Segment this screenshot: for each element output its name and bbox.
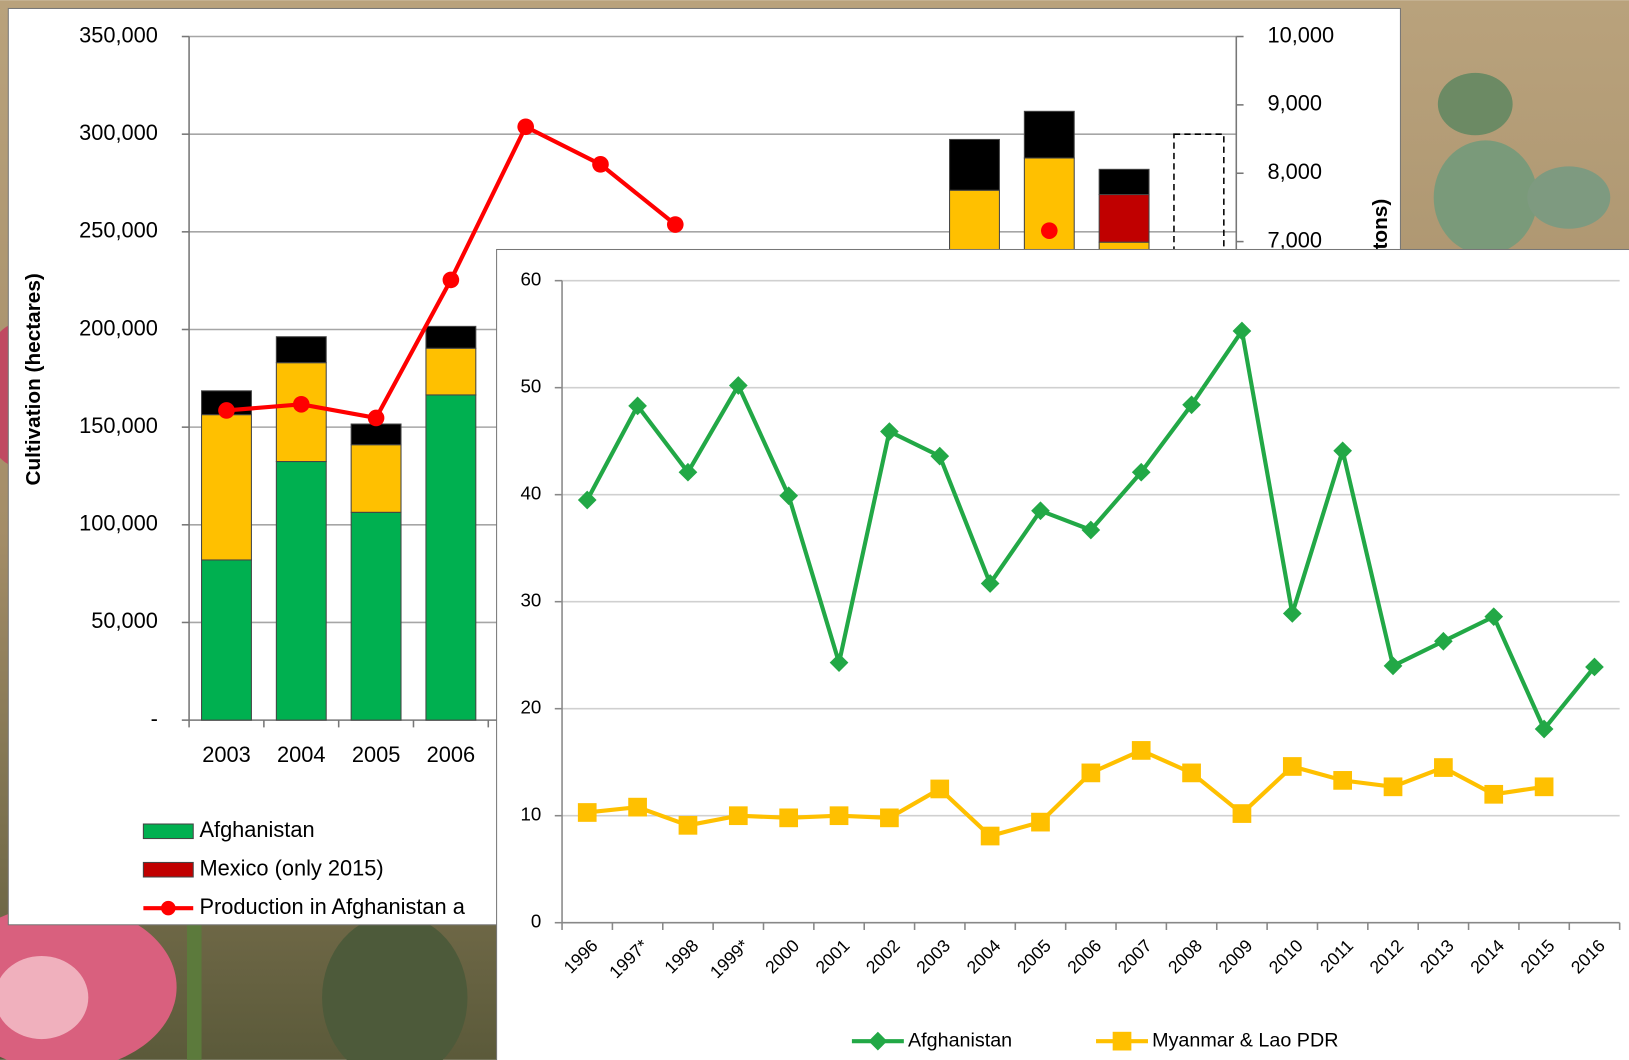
bar-segment xyxy=(201,559,252,721)
bar-segment xyxy=(1098,168,1150,196)
line-point xyxy=(980,826,1000,846)
y-tick-label: 50,000 xyxy=(91,608,158,633)
x-tick-label: 2003 xyxy=(202,742,251,767)
line-point xyxy=(728,376,748,395)
line-point xyxy=(292,395,310,413)
line-point xyxy=(1383,777,1403,797)
line-point xyxy=(442,271,460,289)
line-point xyxy=(218,402,235,419)
bar-segment xyxy=(425,394,477,721)
y2-tick-label: 8,000 xyxy=(1267,159,1322,184)
line-point xyxy=(1434,631,1453,651)
line-point xyxy=(666,216,684,233)
y-tick-label: 20 xyxy=(520,697,541,718)
bar-segment xyxy=(350,423,402,446)
x-tick-label: 2004 xyxy=(277,742,326,767)
line-point xyxy=(728,806,748,826)
y-tick-label: 150,000 xyxy=(79,413,158,438)
legend-label: Afghanistan xyxy=(199,817,314,842)
y-tick-label: 0 xyxy=(531,911,541,932)
line-point xyxy=(930,779,950,799)
line-point xyxy=(1434,758,1453,777)
line-point xyxy=(1182,763,1201,783)
bar-segment xyxy=(275,336,327,364)
y-tick-label: 300,000 xyxy=(79,120,158,145)
legend-label: Afghanistan xyxy=(908,1029,1012,1051)
line-point xyxy=(1383,656,1403,676)
y2-tick-label: 9,000 xyxy=(1267,91,1322,116)
x-tick-label: 2006 xyxy=(427,742,475,767)
legend-label: Production in Afghanistan a xyxy=(199,894,465,919)
y2-axis-title: tons) xyxy=(1369,199,1392,250)
line-point xyxy=(1484,784,1504,804)
y-tick-label: 100,000 xyxy=(79,511,158,536)
line-point xyxy=(517,118,534,136)
bar-segment xyxy=(350,444,402,513)
line-point xyxy=(592,156,609,173)
y-tick-label: - xyxy=(151,706,158,731)
legend-swatch xyxy=(142,823,194,840)
y-tick-label: 200,000 xyxy=(79,315,158,340)
line-point xyxy=(678,815,698,835)
y-tick-label: 10 xyxy=(520,804,541,825)
chart-panel xyxy=(496,248,1629,1060)
line-point xyxy=(1131,741,1151,760)
line-point xyxy=(1040,222,1058,239)
line-point xyxy=(1534,719,1554,739)
y-tick-label: 50 xyxy=(520,376,541,397)
line-point xyxy=(1282,604,1302,623)
y-tick-label: 40 xyxy=(520,483,541,504)
y-tick-label: 250,000 xyxy=(79,218,158,243)
y-axis-title: Cultivation (hectares) xyxy=(22,273,45,485)
line-point xyxy=(880,808,899,828)
line-point xyxy=(1131,462,1151,482)
line-point xyxy=(577,803,597,822)
line-point xyxy=(367,409,385,427)
bar-segment xyxy=(275,461,327,721)
line-point xyxy=(1232,804,1252,823)
line-point xyxy=(628,797,647,817)
x-tick-label: 2005 xyxy=(352,742,400,767)
y-tick-label: 30 xyxy=(520,590,541,611)
line-point xyxy=(1333,771,1353,790)
legend-label: Myanmar & Lao PDR xyxy=(1152,1029,1338,1051)
bar-segment xyxy=(201,414,252,561)
legend-marker xyxy=(161,900,176,916)
line-point xyxy=(829,806,849,826)
bar-segment xyxy=(350,511,402,721)
line-point xyxy=(779,808,799,828)
bar-segment xyxy=(425,325,477,349)
line-point xyxy=(1031,812,1050,832)
legend-marker xyxy=(1112,1031,1132,1051)
y2-tick-label: 10,000 xyxy=(1267,22,1334,47)
y-tick-label: 60 xyxy=(520,269,541,290)
line-point xyxy=(1534,777,1554,797)
y-tick-label: 350,000 xyxy=(79,22,158,47)
bar-segment xyxy=(1098,194,1150,243)
line-point xyxy=(779,486,799,506)
bar-segment xyxy=(1023,110,1075,159)
y2-tick-label: 7,000 xyxy=(1267,227,1322,252)
line-point xyxy=(930,446,950,466)
legend-swatch xyxy=(142,861,194,878)
bar-segment xyxy=(425,347,477,396)
legend-label: Mexico (only 2015) xyxy=(199,855,383,880)
bar-segment xyxy=(949,138,1000,191)
line-point xyxy=(1081,763,1101,783)
line-point xyxy=(1282,757,1302,776)
